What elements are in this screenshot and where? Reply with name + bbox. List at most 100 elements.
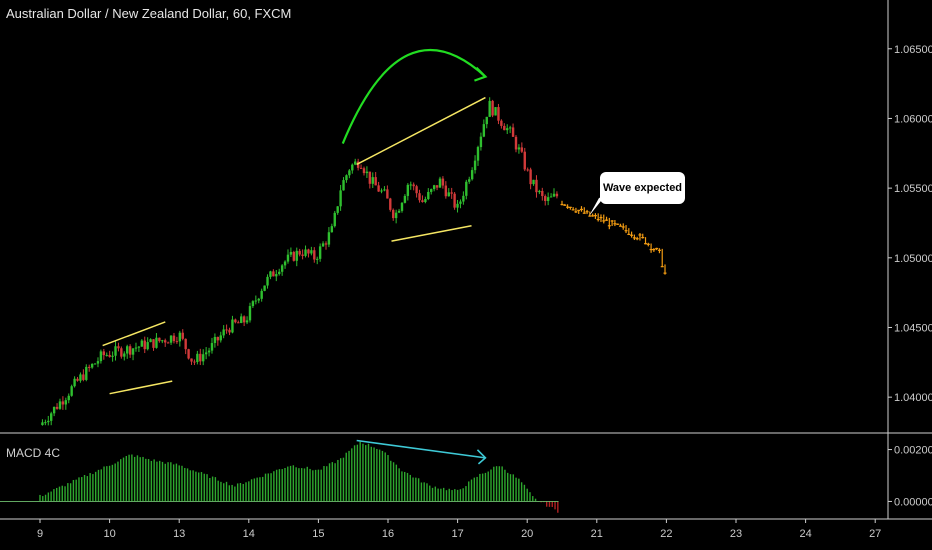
candle-body [283,261,287,266]
candle-body [432,185,436,190]
candle-body [392,209,395,219]
candle-body [79,374,82,381]
candle-body [172,335,176,342]
candle-body [500,120,503,126]
candle-body [202,354,205,362]
time-tick-label: 10 [103,528,115,540]
candle-body [397,210,401,213]
candle-body [140,340,144,347]
candle-body [465,181,468,196]
candle-body [190,358,193,362]
macd-indicator-label[interactable]: MACD 4C [6,446,61,460]
candle-body [52,406,56,414]
candle-body [44,422,47,424]
candle-body [380,190,383,192]
chart-title: Australian Dollar / New Zealand Dollar, … [6,6,292,21]
candle-body [456,203,459,208]
candle-body [549,196,553,198]
candle-body [441,178,445,186]
candle-body [470,170,474,180]
candle-body [263,285,266,291]
candle-body [450,192,453,194]
candle-body [90,363,94,368]
time-tick-label: 27 [869,528,881,540]
time-tick-label: 9 [37,528,43,540]
candle-body [473,160,477,171]
candle-body [222,329,225,336]
candle-body [216,336,220,341]
candle-body [210,343,214,351]
candle-body [365,171,369,174]
candle-body [511,127,515,137]
candle-body [494,107,497,116]
candle-body [546,197,550,201]
price-axis[interactable]: 1.04000 1.04500 1.05000 1.05500 1.06000 1.065… [888,44,932,509]
candle-body [362,168,366,174]
divergence-arrowhead [476,449,487,465]
price-tick-label: 1.04000 [894,392,932,404]
candle-body [298,250,301,255]
candle-body [517,147,521,150]
candle-body [424,199,427,203]
time-tick-label: 20 [521,528,533,540]
time-axis[interactable]: 9 10 13 14 15 16 17 20 21 22 23 24 27 [37,519,881,540]
candle-body [389,198,392,210]
candle-body [193,361,196,363]
rising-trendline [356,96,486,166]
candle-body [520,147,524,152]
candle-body [479,136,483,148]
candle-body [67,395,70,401]
candle-body [245,320,249,323]
candle-body [321,243,325,247]
candle-body [377,185,380,192]
candle-body [333,212,336,227]
curved-arrow [341,49,487,144]
candle-body [406,184,410,196]
time-tick-label: 23 [730,528,742,540]
candle-body [462,195,465,202]
candle-body [421,200,424,203]
candle-body [412,184,415,187]
candle-body [295,250,298,261]
candle-body [108,354,111,357]
candle-body [111,355,114,357]
candle-body [240,316,243,323]
candle-body [301,254,304,256]
candle-body [374,177,377,186]
candle-body [368,171,372,184]
candle-body [491,100,494,116]
candle-body [50,413,53,421]
candle-body [514,136,518,150]
candle-body [532,179,535,185]
candle-body [336,206,339,213]
candle-body [64,400,68,405]
candle-body [523,151,526,170]
candle-body [117,346,120,349]
candle-body [488,100,491,117]
candle-body [359,167,363,169]
candle-body [41,422,44,426]
candle-body [146,342,149,350]
candle-body [187,349,190,359]
candle-body [508,127,512,129]
candle-body [70,386,73,396]
time-tick-label: 14 [243,528,255,540]
candle-body [286,254,290,262]
candle-body [435,185,439,188]
candle-body [555,193,559,197]
wave-expected-callout: Wave expected [600,172,685,204]
range-support-line [391,225,472,242]
candle-body [415,186,418,194]
candle-body [403,195,407,203]
candle-body [318,246,322,259]
candle-body [85,366,88,380]
candle-body [134,347,138,349]
candle-body [228,329,231,333]
time-tick-label: 13 [173,528,185,540]
candle-body [76,378,79,381]
candle-body [137,346,141,348]
candle-body [199,353,202,362]
candle-body [345,175,348,181]
candle-body [47,420,50,423]
